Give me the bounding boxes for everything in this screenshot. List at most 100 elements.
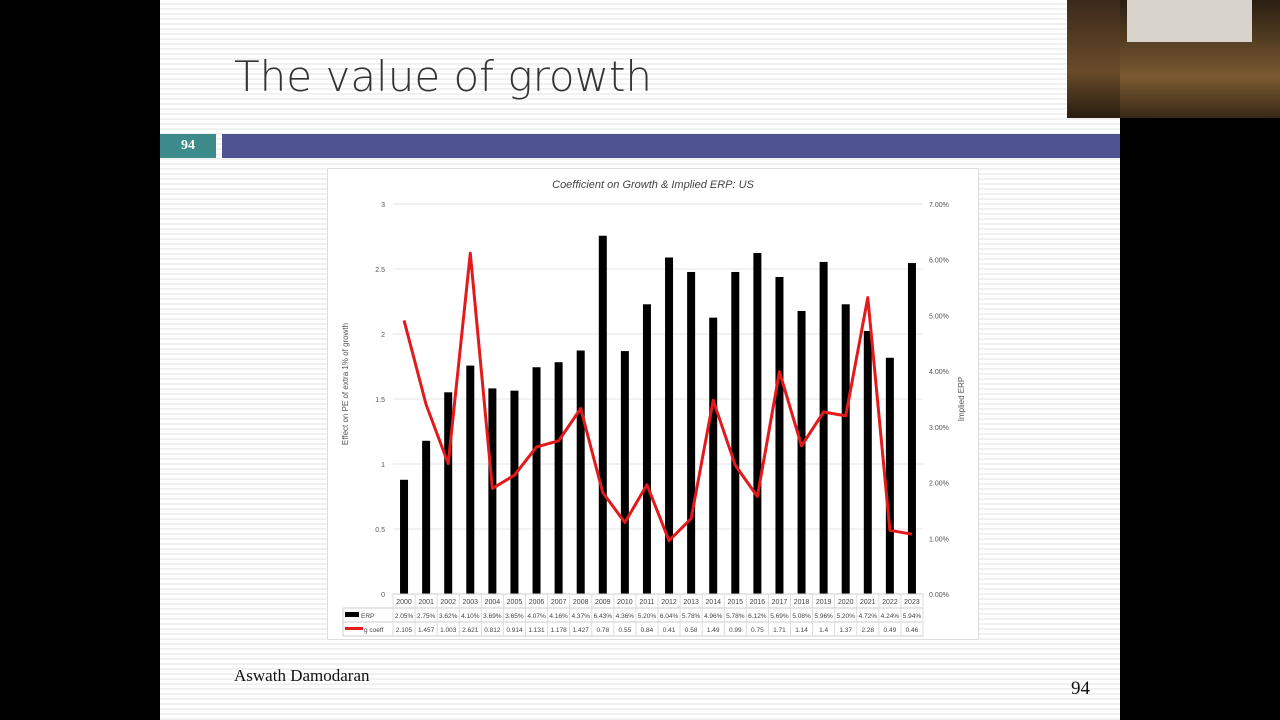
bar-2010 bbox=[620, 351, 629, 594]
bar-2016 bbox=[753, 253, 762, 594]
y2-tick-label: 1.00% bbox=[929, 536, 949, 543]
bar-2020 bbox=[841, 304, 850, 594]
erp-value: 4.16% bbox=[549, 613, 568, 620]
erp-value: 2.05% bbox=[395, 613, 414, 620]
y2-tick-label: 0.00% bbox=[929, 592, 949, 599]
erp-value: 4.96% bbox=[704, 613, 723, 620]
erp-value: 4.24% bbox=[881, 613, 900, 620]
bar-2007 bbox=[554, 362, 563, 594]
x-tick-label: 2005 bbox=[507, 599, 523, 606]
y2-tick-label: 7.00% bbox=[929, 202, 949, 209]
x-tick-label: 2022 bbox=[882, 599, 898, 606]
erp-value: 4.07% bbox=[527, 613, 546, 620]
g-coeff-value: 0.49 bbox=[884, 627, 897, 634]
x-tick-label: 2003 bbox=[463, 599, 479, 606]
x-tick-label: 2007 bbox=[551, 599, 567, 606]
page-number: 94 bbox=[1071, 678, 1090, 699]
y2-axis-label: Implied ERP bbox=[957, 377, 966, 421]
y-tick-label: 1 bbox=[381, 462, 385, 469]
g-coeff-value: 0.99 bbox=[729, 627, 742, 634]
y-tick-label: 2 bbox=[381, 332, 385, 339]
y2-tick-label: 2.00% bbox=[929, 481, 949, 488]
y2-tick-label: 3.00% bbox=[929, 425, 949, 432]
bar-2014 bbox=[709, 317, 718, 594]
bar-2006 bbox=[532, 367, 541, 594]
bar-2001 bbox=[422, 440, 431, 594]
erp-value: 5.94% bbox=[903, 613, 922, 620]
erp-value: 4.10% bbox=[461, 613, 480, 620]
webcam-overlay-left bbox=[1067, 0, 1120, 118]
x-tick-label: 2009 bbox=[595, 599, 611, 606]
g-coeff-value: 0.75 bbox=[751, 627, 764, 634]
x-tick-label: 2006 bbox=[529, 599, 545, 606]
author-footer: Aswath Damodaran bbox=[234, 666, 370, 685]
g-coeff-value: 1.178 bbox=[550, 627, 567, 634]
bar-2000 bbox=[400, 479, 409, 594]
g-coeff-value: 1.49 bbox=[707, 627, 720, 634]
chart-svg: Coefficient on Growth & Implied ERP: US … bbox=[341, 179, 966, 637]
g-coeff-value: 0.84 bbox=[641, 627, 654, 634]
g-coeff-value: 0.55 bbox=[619, 627, 632, 634]
x-tick-label: 2004 bbox=[485, 599, 501, 606]
g-coeff-value: 1.457 bbox=[418, 627, 435, 634]
g-coeff-line bbox=[402, 251, 913, 543]
g-coeff-value: 0.41 bbox=[663, 627, 676, 634]
x-tick-label: 2000 bbox=[396, 599, 412, 606]
y2-tick-label: 5.00% bbox=[929, 313, 949, 320]
g-coeff-value: 1.14 bbox=[795, 627, 808, 634]
x-tick-label: 2014 bbox=[705, 599, 721, 606]
x-tick-label: 2021 bbox=[860, 599, 876, 606]
erp-value: 5.20% bbox=[836, 613, 855, 620]
y2-tick-label: 6.00% bbox=[929, 258, 949, 265]
g-coeff-value: 0.914 bbox=[506, 627, 523, 634]
bar-2003 bbox=[466, 365, 475, 594]
webcam-projector-screen bbox=[1127, 0, 1252, 42]
erp-value: 5.20% bbox=[638, 613, 657, 620]
erp-value: 4.36% bbox=[616, 613, 635, 620]
bar-2022 bbox=[885, 357, 894, 594]
erp-value: 5.08% bbox=[792, 613, 811, 620]
erp-value: 5.78% bbox=[726, 613, 745, 620]
bar-2009 bbox=[598, 235, 607, 594]
bar-2017 bbox=[775, 276, 784, 594]
bar-2023 bbox=[907, 263, 916, 594]
y2-tick-label: 4.00% bbox=[929, 369, 949, 376]
erp-value: 5.69% bbox=[770, 613, 789, 620]
erp-value: 6.12% bbox=[748, 613, 767, 620]
erp-value: 4.72% bbox=[859, 613, 878, 620]
erp-value: 3.69% bbox=[483, 613, 502, 620]
bar-2021 bbox=[863, 331, 872, 594]
x-tick-label: 2011 bbox=[639, 599, 654, 606]
bar-2005 bbox=[510, 390, 519, 594]
title-divider-bar bbox=[222, 134, 1120, 158]
x-tick-label: 2002 bbox=[440, 599, 456, 606]
bar-2015 bbox=[731, 271, 740, 594]
x-tick-label: 2023 bbox=[904, 599, 920, 606]
x-tick-label: 2012 bbox=[661, 599, 677, 606]
x-tick-label: 2010 bbox=[617, 599, 633, 606]
bar-2008 bbox=[576, 350, 585, 594]
bar-2012 bbox=[665, 257, 674, 594]
legend-erp-label: ERP bbox=[361, 613, 374, 620]
g-coeff-value: 0.58 bbox=[685, 627, 698, 634]
g-coeff-value: 1.003 bbox=[440, 627, 457, 634]
slide-title: The value of growth bbox=[234, 52, 653, 101]
g-coeff-value: 1.4 bbox=[819, 627, 828, 634]
y-axis-label: Effect on PE of extra 1% of growth bbox=[341, 323, 350, 445]
erp-value: 4.37% bbox=[571, 613, 590, 620]
g-coeff-value: 1.131 bbox=[528, 627, 545, 634]
bar-2011 bbox=[642, 304, 651, 594]
x-tick-label: 2019 bbox=[816, 599, 832, 606]
slide-number-badge: 94 bbox=[160, 134, 216, 158]
bar-2019 bbox=[819, 261, 828, 594]
g-coeff-value: 0.78 bbox=[596, 627, 609, 634]
g-coeff-value: 1.427 bbox=[573, 627, 590, 634]
y-tick-label: 0 bbox=[381, 592, 385, 599]
g-coeff-value: 2.28 bbox=[861, 627, 874, 634]
erp-value: 3.62% bbox=[439, 613, 458, 620]
chart: Coefficient on Growth & Implied ERP: US … bbox=[327, 168, 979, 640]
x-tick-label: 2008 bbox=[573, 599, 589, 606]
g-coeff-value: 2.621 bbox=[462, 627, 479, 634]
bar-2013 bbox=[687, 271, 696, 594]
erp-value: 5.78% bbox=[682, 613, 701, 620]
